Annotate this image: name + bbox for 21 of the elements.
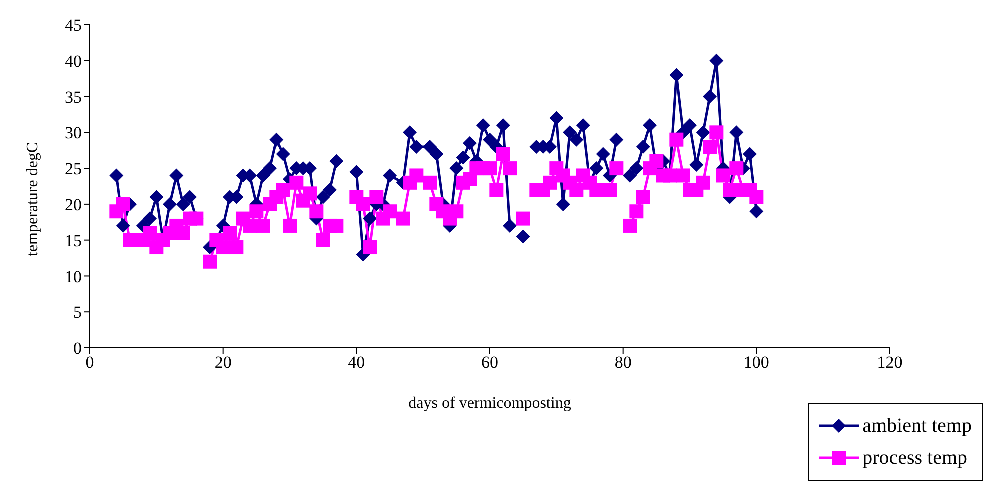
y-axis-title: temperature degC (24, 142, 42, 256)
x-tick-label: 100 (744, 353, 770, 372)
x-tick-label: 20 (214, 353, 232, 372)
y-tick-label: 45 (65, 16, 82, 36)
legend-label: process temp (862, 446, 968, 471)
y-tick-label: 40 (65, 52, 82, 71)
x-tick-label: 40 (348, 353, 366, 372)
y-tick-label: 20 (65, 195, 82, 214)
y-tick-label: 30 (65, 124, 82, 143)
x-tick-label: 0 (86, 353, 94, 372)
y-tick-label: 15 (65, 231, 82, 250)
y-tick-label: 5 (74, 303, 82, 322)
y-tick-label: 10 (65, 267, 82, 286)
x-tick-label: 60 (482, 353, 498, 372)
y-tick-label: 25 (65, 160, 82, 179)
legend-label: ambient temp (862, 414, 972, 439)
y-tick-label: 35 (65, 88, 82, 107)
x-tick-label: 120 (877, 353, 903, 372)
y-tick-label: 0 (74, 339, 82, 358)
x-tick-label: 80 (614, 353, 632, 372)
x-axis-title: days of vermicomposting (408, 395, 572, 412)
